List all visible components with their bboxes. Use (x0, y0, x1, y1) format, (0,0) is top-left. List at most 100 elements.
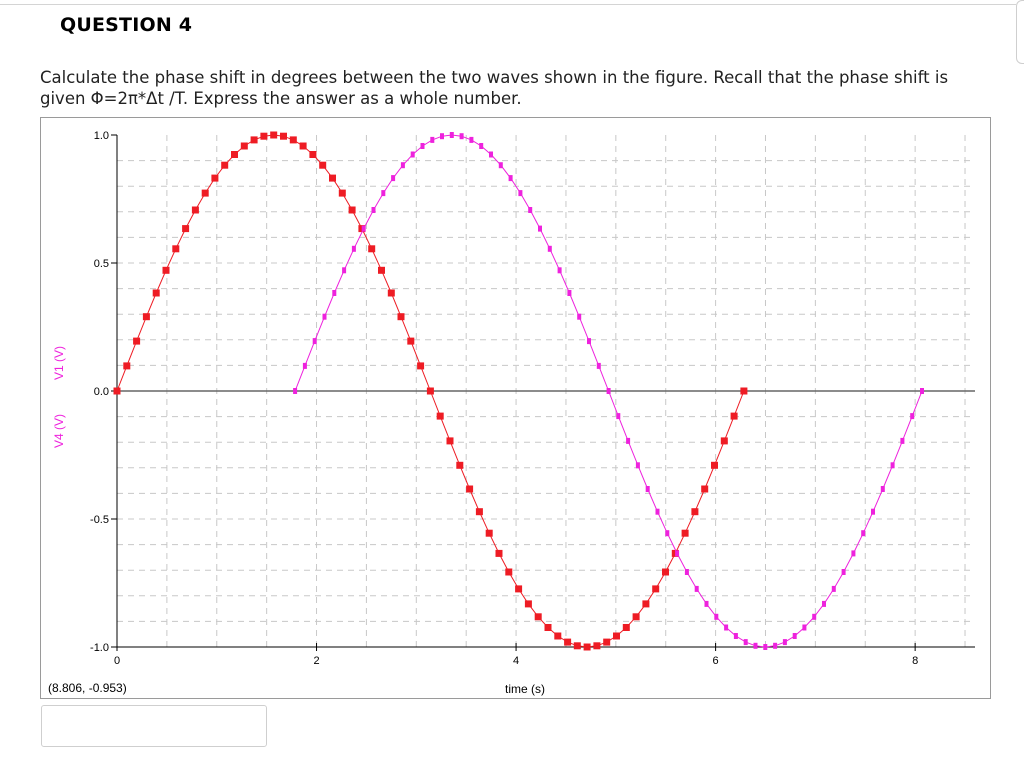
data-point-v1 (554, 632, 562, 640)
data-point-v4 (792, 633, 797, 639)
data-point-v4 (469, 136, 474, 143)
data-point-v1 (534, 613, 542, 621)
data-point-v4 (675, 550, 680, 557)
y-tick-label: -0.5 (90, 514, 109, 526)
data-point-v1 (691, 508, 699, 516)
series-layer (113, 131, 924, 651)
data-point-v1 (280, 132, 287, 140)
data-point-v4 (342, 267, 347, 274)
data-point-v4 (626, 437, 631, 444)
data-point-v4 (596, 362, 601, 369)
data-point-v4 (459, 133, 464, 140)
data-point-v4 (518, 190, 523, 197)
data-point-v4 (312, 338, 317, 345)
data-point-v4 (694, 585, 699, 592)
data-point-v4 (753, 642, 758, 649)
y-tick-label: -1.0 (90, 642, 109, 654)
data-point-v1 (613, 632, 620, 640)
data-point-v1 (632, 613, 640, 621)
data-point-v1 (133, 337, 141, 345)
data-point-v4 (782, 639, 787, 646)
data-point-v1 (113, 387, 121, 395)
question-title: QUESTION 4 (60, 14, 193, 36)
waveform-figure: time (s) (8.806, -0.953) V4 (V) V1 (V) 1… (40, 117, 991, 699)
x-tick-label: 8 (912, 655, 918, 667)
data-point-v1 (662, 568, 669, 576)
data-point-v4 (802, 624, 807, 631)
data-point-v4 (724, 624, 729, 631)
data-point-v4 (351, 245, 356, 252)
data-point-v4 (479, 143, 484, 149)
data-point-v1 (348, 206, 356, 214)
data-point-v1 (162, 266, 170, 274)
data-point-v1 (182, 225, 190, 233)
data-point-v1 (123, 362, 131, 370)
x-tick-label: 2 (313, 655, 319, 667)
y-tick-label: 1.0 (94, 130, 109, 142)
data-point-v1 (446, 437, 454, 445)
data-point-v1 (201, 189, 209, 197)
data-point-v1 (573, 642, 581, 650)
data-point-v1 (524, 600, 532, 608)
data-point-v4 (440, 133, 444, 140)
data-point-v4 (910, 413, 915, 420)
data-point-v1 (544, 624, 552, 631)
data-point-v4 (655, 508, 660, 515)
data-point-v4 (410, 151, 415, 158)
question-text: Calculate the phase shift in degrees bet… (40, 67, 1000, 109)
data-point-v1 (603, 638, 611, 646)
data-point-v1 (740, 387, 748, 395)
data-point-v1 (720, 437, 728, 445)
data-point-v4 (763, 644, 768, 650)
data-point-v4 (449, 132, 454, 138)
data-point-v4 (635, 462, 640, 469)
data-point-v4 (302, 362, 307, 369)
data-point-v1 (564, 638, 572, 646)
data-point-v4 (822, 600, 826, 607)
y-tick-label: 0.0 (94, 386, 109, 398)
data-point-v1 (730, 412, 738, 420)
data-point-v1 (466, 485, 474, 493)
data-point-v1 (270, 131, 278, 139)
data-point-v1 (191, 206, 199, 214)
question-text-line2: given Φ=2π*Δt /T. Express the answer as … (40, 89, 522, 108)
answer-input[interactable] (41, 705, 267, 747)
data-point-v4 (616, 413, 621, 420)
data-point-v4 (871, 508, 875, 515)
data-point-v1 (436, 412, 444, 420)
top-divider (0, 4, 1016, 5)
data-point-v4 (498, 162, 503, 169)
data-point-v4 (743, 639, 748, 646)
data-point-v4 (704, 600, 709, 607)
data-point-v1 (319, 161, 327, 169)
data-point-v1 (221, 161, 229, 169)
y-axis-label-v4: V4 (V) (52, 414, 66, 448)
data-point-v4 (890, 462, 895, 469)
data-point-v4 (293, 388, 298, 394)
data-point-v4 (489, 151, 493, 158)
data-point-v1 (652, 585, 660, 593)
x-tick-label: 0 (114, 655, 120, 667)
x-tick-label: 4 (513, 655, 519, 667)
data-point-v4 (920, 388, 924, 394)
x-axis-label: time (s) (505, 682, 545, 696)
data-point-v1 (456, 461, 464, 469)
data-point-v1 (240, 142, 248, 150)
data-point-v1 (211, 174, 219, 182)
data-point-v4 (733, 633, 738, 639)
data-point-v4 (812, 613, 817, 620)
data-point-v4 (538, 225, 542, 232)
data-point-v4 (587, 338, 591, 345)
data-point-v1 (475, 508, 483, 516)
waveform-chart: time (s) (8.806, -0.953) V4 (V) V1 (V) 1… (48, 130, 975, 696)
data-point-v4 (900, 437, 905, 444)
data-point-v4 (420, 143, 425, 149)
text-layer: time (s) (8.806, -0.953) V4 (V) V1 (V) 1… (48, 130, 918, 696)
data-point-v1 (231, 151, 238, 158)
data-point-v4 (400, 162, 405, 169)
data-point-v1 (329, 174, 336, 182)
data-point-v4 (773, 642, 778, 649)
data-point-v1 (426, 387, 434, 395)
data-point-v1 (172, 245, 180, 253)
data-point-v1 (485, 529, 493, 537)
